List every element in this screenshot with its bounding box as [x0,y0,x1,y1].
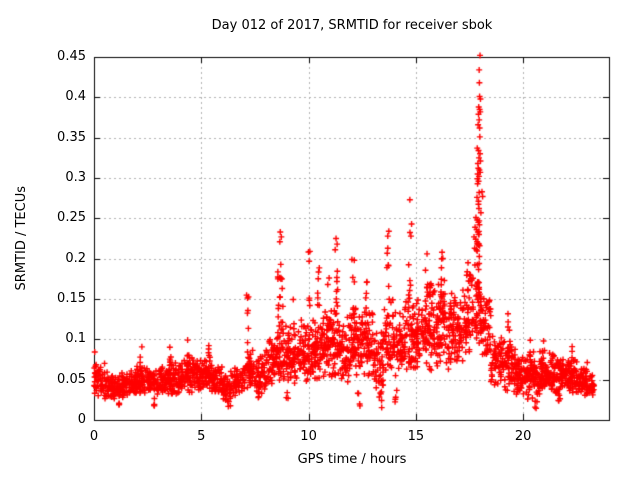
y-tick-label: 0.1 [65,331,86,347]
x-tick-label: 10 [300,429,317,444]
y-tick-label: 0.3 [65,170,86,185]
y-tick-label: 0 [77,412,86,427]
y-tick-label: 0.05 [57,371,86,387]
y-tick-label: 0.4 [65,89,86,105]
y-tick-label: 0.45 [57,49,86,64]
x-axis-label: GPS time / hours [297,452,407,467]
y-axis-label: SRMTID / TECUs [13,186,29,291]
y-tick-label: 0.2 [65,250,86,266]
y-tick-label: 0.25 [57,210,86,226]
y-tick-label: 0.15 [57,291,86,306]
x-tick-label: 20 [514,429,532,444]
x-tick-label: 15 [407,429,425,444]
y-tick-label: 0.35 [57,129,86,145]
chart-title: Day 012 of 2017, SRMTID for receiver sbo… [211,18,493,33]
x-tick-label: 0 [89,429,99,444]
x-tick-label: 5 [197,429,206,444]
y-axis-label-container: SRMTID / TECUs [12,57,30,420]
